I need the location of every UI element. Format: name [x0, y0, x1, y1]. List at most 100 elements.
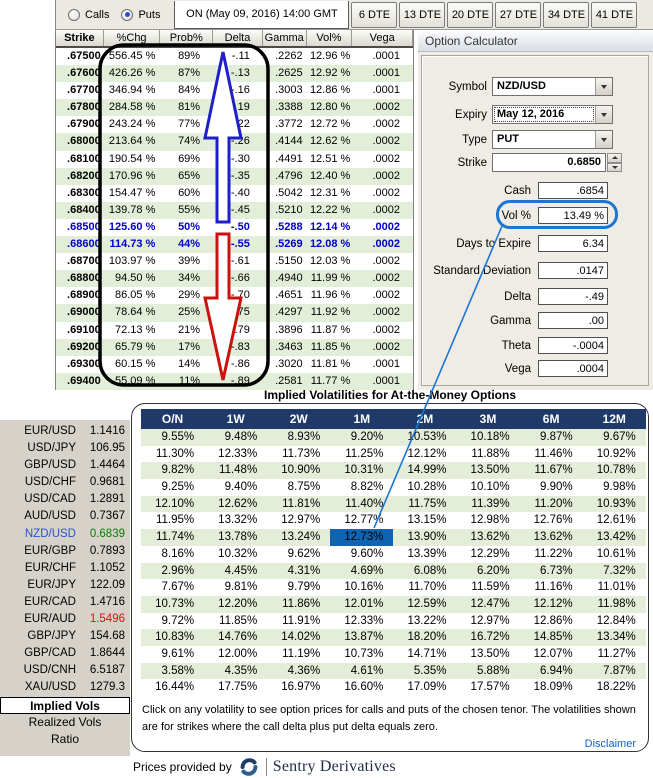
vol-cell[interactable]: 8.82% — [350, 481, 384, 494]
vol-cell[interactable]: 10.78% — [596, 464, 636, 477]
vol-cell[interactable]: 4.35% — [224, 664, 258, 677]
option-chain-row[interactable]: .68100 190.54 % 69% -.30 .4491 12.51 % .0002 — [56, 151, 413, 168]
vol-cell[interactable]: 13.87% — [344, 631, 384, 644]
option-chain-row[interactable]: .68000 213.64 % 74% -.26 .4144 12.62 % .0002 — [56, 133, 413, 151]
option-chain-row[interactable]: .68300 154.47 % 60% -.40 .5042 12.31 % .0002 — [56, 185, 413, 202]
vol-cell[interactable]: 12.86% — [533, 614, 573, 627]
vol-cell[interactable]: 13.24% — [281, 531, 321, 544]
option-chain-row[interactable]: .69200 65.79 % 17% -.83 .3463 11.85 % .0002 — [56, 338, 413, 356]
sidebar-pair-row[interactable]: EUR/GBP 0.7893 — [0, 543, 130, 560]
vol-cell[interactable]: 9.72% — [161, 614, 195, 627]
output-field-days-to-expire[interactable]: 6.34 — [538, 235, 608, 252]
option-chain-row[interactable]: .69100 72.13 % 21% -.79 .3896 11.87 % .0002 — [56, 322, 413, 339]
vol-cell[interactable]: 13.39% — [407, 547, 447, 560]
vol-cell[interactable]: 11.25% — [345, 447, 384, 460]
output-field-standard-deviation[interactable]: .0147 — [538, 262, 608, 279]
vol-cell[interactable]: 9.62% — [287, 547, 321, 560]
output-field-vol-[interactable]: 13.49 % — [538, 207, 608, 224]
vol-cell[interactable]: 6.73% — [540, 564, 573, 577]
vol-cell-selected[interactable]: 12.73% — [330, 529, 394, 546]
vol-cell[interactable]: 11.91% — [282, 614, 321, 627]
sidebar-pair-row[interactable]: EUR/AUD 1.5496 — [0, 611, 130, 628]
tenor-header-cell[interactable]: 6M — [542, 412, 560, 426]
radio-option-puts[interactable]: Puts — [121, 8, 160, 21]
disclaimer-link[interactable]: Disclaimer — [584, 738, 636, 750]
vol-cell[interactable]: 12.47% — [470, 597, 510, 610]
option-chain-row[interactable]: .69300 60.15 % 14% -.86 .3020 11.81 % .0001 — [56, 356, 413, 373]
vol-cell[interactable]: 11.20% — [534, 497, 573, 510]
tenor-header-cell[interactable]: 3M — [479, 412, 497, 426]
spinner-up-icon[interactable] — [607, 153, 622, 163]
vol-cell[interactable]: 9.20% — [350, 431, 384, 443]
vol-cell[interactable]: 9.48% — [224, 431, 258, 443]
chain-header-cell[interactable]: Vol% — [307, 30, 353, 46]
tenor-header-cell[interactable]: 1W — [226, 412, 245, 426]
tenor-header-cell[interactable]: 1M — [353, 412, 371, 426]
vol-cell[interactable]: 11.98% — [597, 597, 636, 610]
sidebar-pair-row[interactable]: USD/CHF 0.9681 — [0, 474, 130, 491]
vol-cell[interactable]: 12.12% — [533, 597, 573, 610]
sidebar-pair-row[interactable]: USD/JPY 106.95 — [0, 440, 130, 457]
vol-cell[interactable]: 7.87% — [603, 664, 636, 677]
vol-cell[interactable]: 11.22% — [534, 547, 573, 560]
vol-cell[interactable]: 11.46% — [534, 447, 573, 460]
sidebar-pair-row[interactable]: USD/CAD 1.2891 — [0, 491, 130, 508]
vol-cell[interactable]: 12.07% — [533, 647, 573, 660]
vol-cell[interactable]: 12.61% — [596, 514, 636, 527]
chain-header-cell[interactable]: Prob% — [160, 30, 214, 46]
vol-cell[interactable]: 16.44% — [155, 681, 195, 694]
vol-cell[interactable]: 18.22% — [596, 681, 636, 694]
vol-cell[interactable]: 12.33% — [218, 447, 258, 460]
spinner-down-icon[interactable] — [607, 162, 622, 172]
tenor-header-cell[interactable]: 2M — [416, 412, 434, 426]
vol-cell[interactable]: 2.96% — [161, 564, 195, 577]
sidebar-pair-row[interactable]: GBP/CAD 1.8644 — [0, 645, 130, 662]
sidebar-pair-row[interactable]: GBP/USD 1.4464 — [0, 457, 130, 474]
vol-cell[interactable]: 10.61% — [596, 547, 636, 560]
vol-cell[interactable]: 11.30% — [155, 447, 195, 460]
vol-cell[interactable]: 11.95% — [155, 514, 195, 527]
vol-cell[interactable]: 9.55% — [161, 431, 195, 443]
vol-cell[interactable]: 11.59% — [471, 581, 510, 594]
vol-cell[interactable]: 9.60% — [350, 547, 384, 560]
vol-cell[interactable]: 18.20% — [407, 631, 447, 644]
chain-header-cell[interactable]: Delta — [213, 30, 263, 46]
vol-cell[interactable]: 8.75% — [287, 481, 321, 494]
vol-cell[interactable]: 12.97% — [281, 514, 321, 527]
vol-cell[interactable]: 14.99% — [407, 464, 447, 477]
vol-cell[interactable]: 5.88% — [476, 664, 510, 677]
sidebar-tab-ratio[interactable]: Ratio — [50, 731, 79, 746]
option-chain-row[interactable]: .68500 125.60 % 50% -.50 .5288 12.14 % .0002 — [56, 219, 413, 236]
vol-cell[interactable]: 12.77% — [344, 514, 384, 527]
vol-cell[interactable]: 12.59% — [407, 597, 447, 610]
option-chain-row[interactable]: .69000 78.64 % 25% -.75 .4297 11.92 % .0002 — [56, 304, 413, 322]
vol-cell[interactable]: 8.16% — [161, 547, 195, 560]
vol-cell[interactable]: 9.25% — [161, 481, 195, 494]
vol-cell[interactable]: 13.90% — [407, 531, 447, 544]
sidebar-pair-row[interactable]: AUD/USD 0.7367 — [0, 508, 130, 525]
vol-cell[interactable]: 10.28% — [407, 481, 447, 494]
vol-cell[interactable]: 6.20% — [476, 564, 510, 577]
option-chain-row[interactable]: .68200 170.96 % 65% -.35 .4796 12.40 % .0002 — [56, 167, 413, 185]
sidebar-tab-realized-vols[interactable]: Realized Vols — [28, 714, 102, 729]
vol-cell[interactable]: 4.31% — [287, 564, 321, 577]
tenor-header-cell[interactable]: O/N — [161, 412, 184, 426]
vol-cell[interactable]: 13.22% — [407, 614, 447, 627]
vol-cell[interactable]: 14.85% — [533, 631, 573, 644]
sidebar-pair-row[interactable]: EUR/JPY 122.09 — [0, 577, 130, 594]
vol-cell[interactable]: 12.01% — [344, 597, 384, 610]
sidebar-pair-row[interactable]: EUR/USD 1.1416 — [0, 423, 130, 440]
vol-cell[interactable]: 11.40% — [345, 497, 384, 510]
vol-cell[interactable]: 17.57% — [470, 681, 510, 694]
dropdown-button[interactable] — [595, 78, 612, 95]
strike-value[interactable]: 0.6850 — [492, 153, 606, 172]
dte-tab[interactable]: 13 DTE — [399, 1, 446, 28]
vol-cell[interactable]: 10.10% — [470, 481, 510, 494]
vol-cell[interactable]: 11.75% — [408, 497, 447, 510]
sidebar-pair-row[interactable]: GBP/JPY 154.68 — [0, 628, 130, 645]
vol-cell[interactable]: 11.01% — [597, 581, 636, 594]
vol-cell[interactable]: 12.98% — [470, 514, 510, 527]
vol-cell[interactable]: 11.86% — [282, 597, 321, 610]
vol-cell[interactable]: 9.79% — [287, 581, 321, 594]
chain-header-cell[interactable]: %Chg — [104, 30, 161, 46]
